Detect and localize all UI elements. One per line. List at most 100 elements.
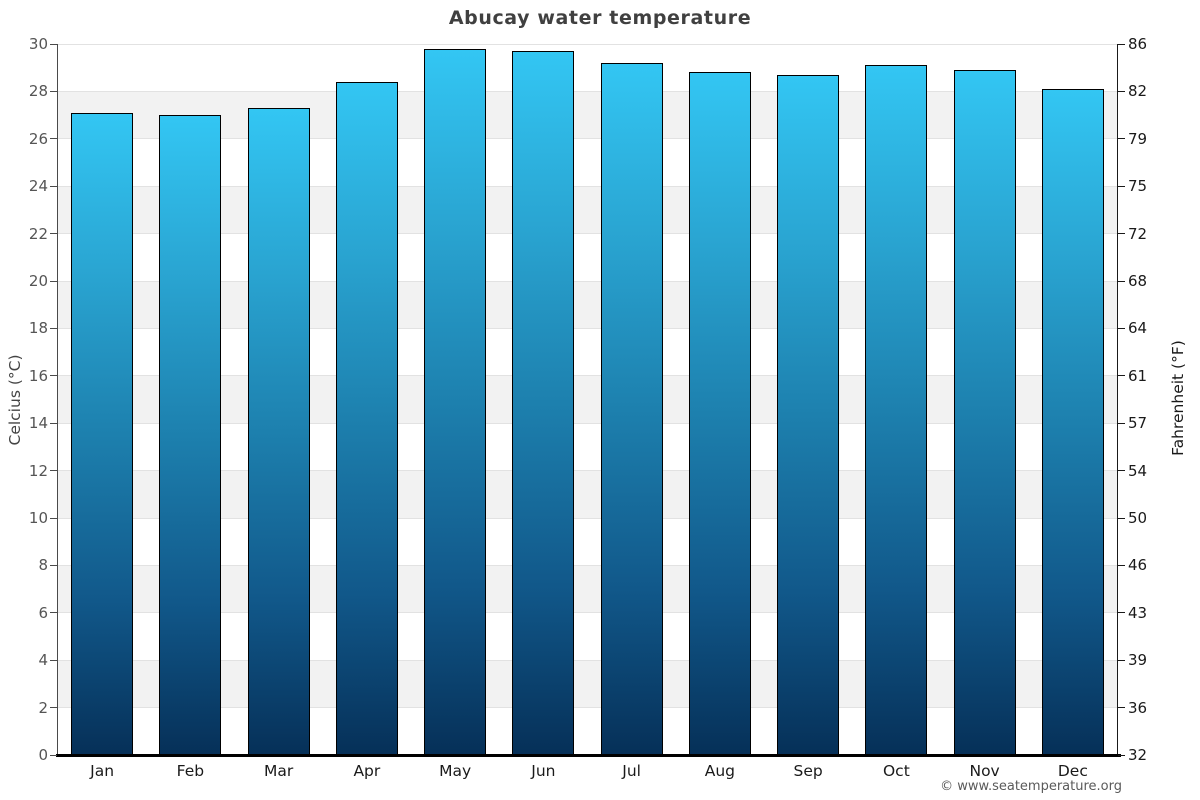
- y-tick-label-fahrenheit: 64: [1128, 319, 1148, 338]
- gridline: [58, 233, 1117, 235]
- y-axis-line-fahrenheit: [1117, 44, 1118, 755]
- y-tick-mark-fahrenheit: [1118, 375, 1125, 377]
- bar-sep[interactable]: [777, 74, 840, 755]
- y-tick-mark-fahrenheit: [1118, 517, 1125, 519]
- grid-band: [58, 186, 1117, 234]
- y-tick-label-fahrenheit: 79: [1128, 129, 1148, 148]
- y-tick-label-celsius: 22: [28, 224, 48, 243]
- y-tick-mark-fahrenheit: [1118, 707, 1125, 709]
- y-tick-label-celsius: 28: [28, 82, 48, 101]
- bar-jan[interactable]: [71, 112, 134, 755]
- grid-band: [58, 565, 1117, 613]
- y-tick-mark-fahrenheit: [1118, 138, 1125, 140]
- y-tick-mark-celsius: [50, 375, 57, 377]
- gridline: [58, 659, 1117, 661]
- gridline: [58, 327, 1117, 329]
- y-tick-mark-fahrenheit: [1118, 422, 1125, 424]
- bar-jun[interactable]: [512, 51, 575, 755]
- y-tick-label-fahrenheit: 86: [1128, 35, 1148, 53]
- y-tick-mark-celsius: [50, 754, 57, 756]
- bar-may[interactable]: [424, 48, 487, 755]
- grid-band: [58, 518, 1117, 566]
- y-tick-mark-celsius: [50, 138, 57, 140]
- gridline: [58, 43, 1117, 45]
- x-tick-label-nov: Nov: [969, 762, 1000, 780]
- grid-band: [58, 91, 1117, 139]
- y-tick-label-celsius: 12: [28, 461, 48, 480]
- bar-feb[interactable]: [159, 115, 222, 755]
- grid-band: [58, 470, 1117, 518]
- grid-band: [58, 138, 1117, 187]
- gridline: [58, 185, 1117, 187]
- x-tick-label-jan: Jan: [90, 762, 115, 780]
- y-tick-mark-celsius: [50, 422, 57, 424]
- grid-band: [58, 375, 1117, 424]
- y-tick-mark-fahrenheit: [1118, 564, 1125, 566]
- y-tick-label-fahrenheit: 82: [1128, 82, 1148, 101]
- x-tick-label-may: May: [439, 762, 472, 780]
- x-tick-label-jul: Jul: [622, 762, 641, 780]
- gridline: [58, 707, 1117, 709]
- y-tick-mark-fahrenheit: [1118, 470, 1125, 472]
- gridline: [58, 612, 1117, 614]
- grid-band: [58, 281, 1117, 329]
- y-tick-mark-celsius: [50, 327, 57, 329]
- y-tick-label-celsius: 14: [28, 414, 48, 433]
- gridline: [58, 422, 1117, 424]
- bar-aug[interactable]: [688, 72, 751, 755]
- y-tick-label-celsius: 18: [28, 319, 48, 338]
- plot-area: [58, 43, 1117, 755]
- bar-mar[interactable]: [247, 108, 310, 755]
- grid-band: [58, 44, 1117, 92]
- gridline: [58, 138, 1117, 140]
- y-tick-label-fahrenheit: 54: [1128, 461, 1148, 480]
- y-tick-mark-fahrenheit: [1118, 280, 1125, 282]
- y-tick-mark-celsius: [50, 659, 57, 661]
- y-tick-label-fahrenheit: 50: [1128, 509, 1148, 527]
- grid-band: [58, 423, 1117, 471]
- y-tick-label-fahrenheit: 61: [1128, 366, 1148, 385]
- y-tick-mark-fahrenheit: [1118, 185, 1125, 187]
- bar-jul[interactable]: [600, 62, 663, 755]
- y-tick-label-fahrenheit: 72: [1128, 224, 1148, 243]
- y-tick-mark-fahrenheit: [1118, 90, 1125, 92]
- bar-apr[interactable]: [335, 81, 398, 755]
- x-tick-label-aug: Aug: [704, 762, 736, 780]
- y-tick-mark-fahrenheit: [1118, 612, 1125, 614]
- y-tick-label-fahrenheit: 57: [1128, 414, 1148, 433]
- y-tick-mark-celsius: [50, 43, 57, 45]
- y-tick-mark-celsius: [50, 233, 57, 235]
- y-tick-label-fahrenheit: 68: [1128, 272, 1148, 290]
- y-tick-label-celsius: 24: [28, 177, 48, 196]
- y-tick-mark-fahrenheit: [1118, 233, 1125, 235]
- bar-dec[interactable]: [1041, 89, 1104, 755]
- y-tick-label-celsius: 6: [38, 603, 48, 622]
- y-axis-line-celsius: [57, 44, 58, 755]
- bar-nov[interactable]: [953, 70, 1016, 755]
- y-tick-label-celsius: 20: [28, 272, 48, 290]
- y-tick-mark-celsius: [50, 470, 57, 472]
- chart-title: Abucay water temperature: [448, 7, 752, 29]
- x-tick-label-jun: Jun: [531, 762, 556, 780]
- x-tick-label-feb: Feb: [176, 762, 205, 780]
- grid-band: [58, 328, 1117, 376]
- bar-oct[interactable]: [865, 65, 928, 755]
- gridline: [58, 564, 1117, 566]
- grid-band: [58, 612, 1117, 661]
- y-tick-mark-celsius: [50, 707, 57, 709]
- gridline: [58, 90, 1117, 92]
- grid-band: [58, 707, 1117, 755]
- y-tick-label-fahrenheit: 75: [1128, 177, 1148, 196]
- y-tick-label-celsius: 2: [38, 698, 48, 717]
- x-axis-line: [56, 754, 1121, 757]
- y-tick-label-celsius: 10: [28, 509, 48, 527]
- y-tick-label-fahrenheit: 39: [1128, 651, 1148, 670]
- y-tick-label-celsius: 0: [38, 746, 48, 764]
- y-tick-label-celsius: 26: [28, 129, 48, 148]
- gridline: [58, 280, 1117, 282]
- x-tick-label-apr: Apr: [353, 762, 381, 780]
- copyright-watermark-link[interactable]: © www.seatemperature.org: [940, 779, 1122, 794]
- y-tick-label-celsius: 30: [28, 35, 48, 53]
- gridline: [58, 517, 1117, 519]
